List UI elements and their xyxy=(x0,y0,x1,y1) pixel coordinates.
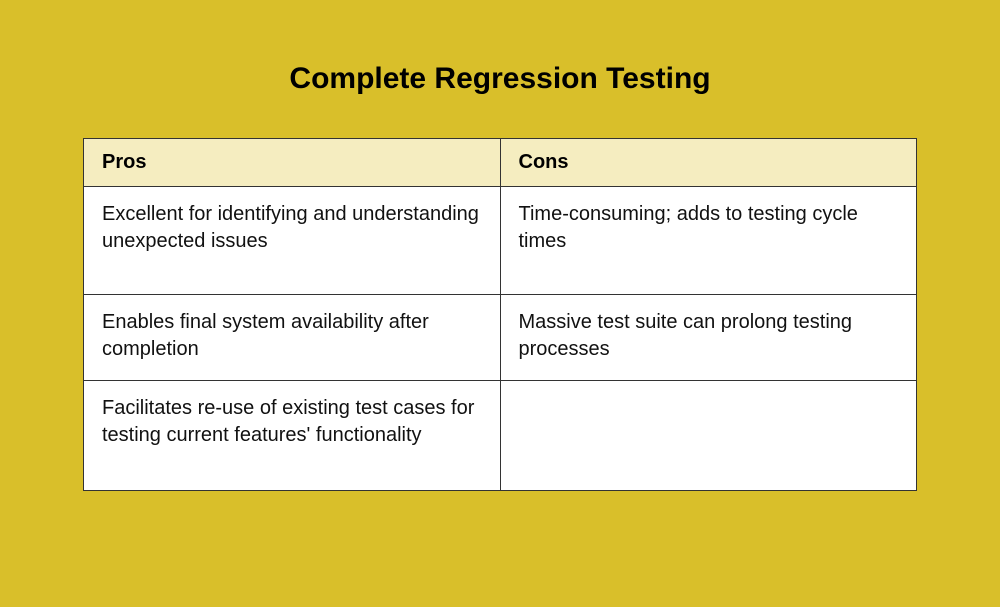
cons-cell: Massive test suite can prolong testing p… xyxy=(500,295,917,381)
pros-cons-table-container: Pros Cons Excellent for identifying and … xyxy=(83,138,917,491)
table-row: Enables final system availability after … xyxy=(84,295,917,381)
pros-cell: Excellent for identifying and understand… xyxy=(84,187,501,295)
page-title: Complete Regression Testing xyxy=(289,62,710,96)
column-header-pros: Pros xyxy=(84,139,501,187)
table-header-row: Pros Cons xyxy=(84,139,917,187)
cons-cell xyxy=(500,381,917,491)
pros-cell: Facilitates re-use of existing test case… xyxy=(84,381,501,491)
pros-cell: Enables final system availability after … xyxy=(84,295,501,381)
table-row: Excellent for identifying and understand… xyxy=(84,187,917,295)
table-row: Facilitates re-use of existing test case… xyxy=(84,381,917,491)
column-header-cons: Cons xyxy=(500,139,917,187)
pros-cons-table: Pros Cons Excellent for identifying and … xyxy=(83,138,917,491)
cons-cell: Time-consuming; adds to testing cycle ti… xyxy=(500,187,917,295)
